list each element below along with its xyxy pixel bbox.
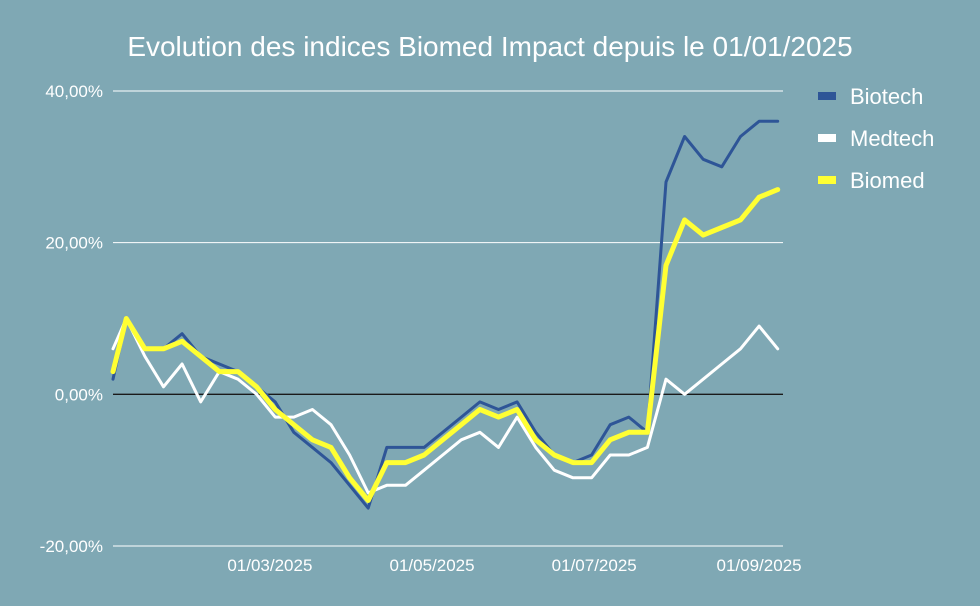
x-tick-label: 01/07/2025 xyxy=(552,556,637,575)
y-axis-tick-labels: 40,00% 20,00% 0,00% -20,00% xyxy=(40,82,103,556)
legend: Biotech Medtech Biomed xyxy=(818,84,934,193)
legend-label-medtech: Medtech xyxy=(850,126,934,151)
series-line-biotech xyxy=(111,119,780,510)
x-tick-label: 01/03/2025 xyxy=(227,556,312,575)
x-axis-tick-labels: 01/03/2025 01/05/2025 01/07/2025 01/09/2025 xyxy=(227,556,801,575)
series-line-medtech xyxy=(111,317,780,495)
y-tick-label: 20,00% xyxy=(45,234,103,253)
y-tick-label: 40,00% xyxy=(45,82,103,101)
x-tick-label: 01/05/2025 xyxy=(390,556,475,575)
legend-label-biotech: Biotech xyxy=(850,84,923,109)
chart-title: Evolution des indices Biomed Impact depu… xyxy=(127,31,852,62)
y-tick-label: -20,00% xyxy=(40,537,103,556)
legend-swatch-medtech xyxy=(818,134,836,142)
series-line-biomed xyxy=(110,187,781,503)
y-tick-label: 0,00% xyxy=(55,385,103,404)
legend-swatch-biomed xyxy=(818,176,836,184)
legend-swatch-biotech xyxy=(818,92,836,100)
legend-label-biomed: Biomed xyxy=(850,168,925,193)
series-lines xyxy=(110,119,781,510)
x-tick-label: 01/09/2025 xyxy=(717,556,802,575)
gridlines xyxy=(113,90,783,547)
